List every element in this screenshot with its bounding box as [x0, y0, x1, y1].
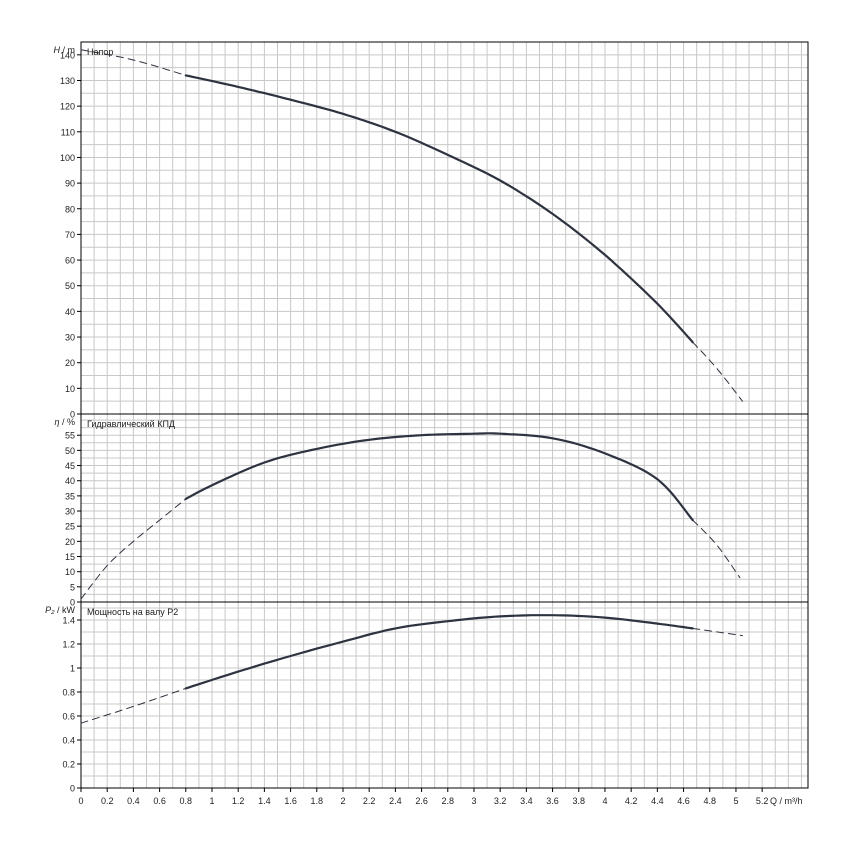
- y-tick-label: 30: [65, 507, 75, 517]
- y-tick-label: 100: [60, 153, 75, 163]
- x-tick-label: 5.2: [756, 796, 769, 806]
- y-tick-label: 40: [65, 307, 75, 317]
- x-tick-label: 2.2: [363, 796, 376, 806]
- x-tick-label: 1.6: [284, 796, 297, 806]
- y-tick-label: 30: [65, 333, 75, 343]
- y-tick-label: 0.8: [62, 688, 75, 698]
- curve-solid-operating-range: [184, 432, 694, 522]
- y-axis-unit: / m: [60, 45, 75, 55]
- y-tick-label: 110: [61, 127, 75, 137]
- y-tick-label: 0: [70, 784, 75, 794]
- curve-layer: [80, 49, 743, 724]
- x-tick-label: 0.2: [101, 796, 114, 806]
- y-tick-label: 120: [60, 102, 75, 112]
- y-tick-label: 15: [65, 552, 75, 562]
- panel-label: Мощность на валу P2: [87, 607, 178, 617]
- frame-layer: [77, 41, 809, 792]
- x-tick-label: 4: [602, 796, 607, 806]
- y-tick-label: 130: [60, 76, 75, 86]
- panel-frame: [80, 41, 809, 415]
- curve-dashed-low-flow: [80, 49, 187, 76]
- x-axis-label: Q / m³/h: [770, 796, 803, 806]
- y-axis-symbol: P₂: [45, 605, 55, 615]
- x-tick-label: 3.6: [546, 796, 559, 806]
- y-tick-label: 0.2: [62, 760, 75, 770]
- y-tick-label: 1.2: [62, 640, 75, 650]
- x-tick-label: 1.8: [311, 796, 324, 806]
- x-tick-label: 2.8: [442, 796, 455, 806]
- y-tick-label: 60: [65, 256, 75, 266]
- x-tick-label: 4.2: [625, 796, 638, 806]
- x-tick-label: 0: [78, 796, 83, 806]
- x-tick-label: 3.4: [520, 796, 533, 806]
- x-tick-label: 2: [340, 796, 345, 806]
- y-axis-symbol: η: [54, 417, 59, 427]
- x-tick-label: 1: [209, 796, 214, 806]
- curve-dashed-low-flow: [80, 687, 187, 724]
- x-tick-label: 5: [733, 796, 738, 806]
- y-tick-label: 0: [70, 410, 75, 420]
- y-tick-label: 90: [65, 179, 75, 189]
- y-tick-label: 1.4: [62, 616, 75, 626]
- y-tick-label: 140: [60, 50, 75, 60]
- y-axis-label: H / m: [54, 45, 76, 55]
- x-tick-label: 4.6: [677, 796, 690, 806]
- panel-frame: [80, 601, 809, 789]
- y-tick-label: 0: [70, 598, 75, 608]
- x-tick-label: 2.6: [415, 796, 428, 806]
- y-tick-label: 70: [65, 230, 75, 240]
- curve-dashed-high-flow: [692, 519, 741, 579]
- curve-solid-operating-range: [184, 74, 694, 344]
- x-tick-label: 4.4: [651, 796, 664, 806]
- y-tick-label: 25: [65, 522, 75, 532]
- x-tick-label: 0.4: [127, 796, 140, 806]
- y-tick-label: 50: [65, 281, 75, 291]
- y-tick-label: 20: [65, 358, 75, 368]
- y-tick-label: 10: [65, 567, 75, 577]
- y-tick-label: 10: [65, 384, 75, 394]
- grid-layer: [80, 41, 808, 789]
- x-tick-label: 1.2: [232, 796, 245, 806]
- y-axis-unit: / kW: [55, 605, 76, 615]
- x-tick-label: 0.8: [180, 796, 193, 806]
- y-tick-label: 0.6: [62, 712, 75, 722]
- curve-solid-operating-range: [184, 614, 694, 690]
- curve-dashed-low-flow: [80, 498, 187, 600]
- curve-dashed-high-flow: [692, 341, 743, 402]
- x-tick-label: 3.2: [494, 796, 507, 806]
- y-axis-unit: / %: [59, 417, 75, 427]
- x-tick-label: 1.4: [258, 796, 271, 806]
- x-tick-label: 0.6: [153, 796, 166, 806]
- y-tick-label: 1: [70, 664, 75, 674]
- x-axis-label-text: Q / m³/h: [770, 796, 803, 806]
- y-tick-label: 35: [65, 491, 75, 501]
- y-tick-label: 50: [65, 446, 75, 456]
- x-tick-label: 3.8: [573, 796, 586, 806]
- y-tick-label: 5: [70, 582, 75, 592]
- panel-frame: [80, 413, 809, 603]
- x-tick-label: 2.4: [389, 796, 402, 806]
- y-tick-label: 80: [65, 204, 75, 214]
- panel-label: Напор: [87, 47, 113, 57]
- panel-label: Гидравлический КПД: [87, 419, 175, 429]
- x-tick-label: 3: [471, 796, 476, 806]
- curve-dashed-high-flow: [692, 627, 743, 637]
- y-tick-label: 55: [65, 431, 75, 441]
- y-tick-label: 0.4: [62, 736, 75, 746]
- y-axis-symbol: H: [54, 45, 61, 55]
- y-axis-label: η / %: [54, 417, 75, 427]
- y-tick-label: 45: [65, 461, 75, 471]
- x-tick-label: 4.8: [703, 796, 716, 806]
- y-tick-label: 40: [65, 476, 75, 486]
- y-axis-label: P₂ / kW: [45, 605, 75, 615]
- y-tick-label: 20: [65, 537, 75, 547]
